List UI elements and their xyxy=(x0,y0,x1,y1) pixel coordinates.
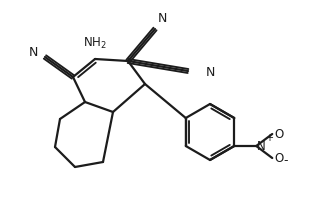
Text: +: + xyxy=(265,132,273,142)
Text: NH$_2$: NH$_2$ xyxy=(83,35,107,50)
Text: N: N xyxy=(257,140,266,153)
Text: N: N xyxy=(28,46,38,59)
Text: -: - xyxy=(283,154,288,167)
Text: O: O xyxy=(274,152,283,165)
Text: N: N xyxy=(206,65,215,78)
Text: N: N xyxy=(157,12,167,24)
Text: O: O xyxy=(274,128,283,141)
